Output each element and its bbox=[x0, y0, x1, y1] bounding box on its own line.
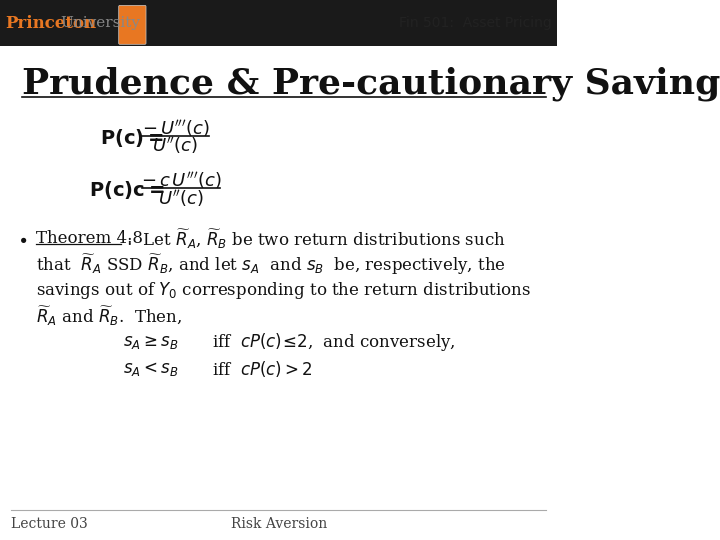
Text: $s_A < s_B$: $s_A < s_B$ bbox=[122, 360, 178, 379]
Text: $-\,U'''(c)$: $-\,U'''(c)$ bbox=[142, 118, 210, 139]
Text: Prudence & Pre-cautionary Saving: Prudence & Pre-cautionary Saving bbox=[22, 66, 720, 101]
Text: Princeton: Princeton bbox=[6, 15, 96, 32]
Text: :  Let $\widetilde{R}_A$, $\widetilde{R}_B$ be two return distributions such: : Let $\widetilde{R}_A$, $\widetilde{R}_… bbox=[122, 227, 506, 251]
Text: $U''(c)$: $U''(c)$ bbox=[153, 136, 199, 156]
FancyBboxPatch shape bbox=[0, 0, 557, 46]
Text: iff  $cP(c) > 2$: iff $cP(c) > 2$ bbox=[212, 359, 312, 380]
FancyBboxPatch shape bbox=[119, 5, 146, 44]
Text: $\mathbf{P(c)=}$: $\mathbf{P(c)=}$ bbox=[100, 127, 164, 148]
Text: $s_A \geq s_B$: $s_A \geq s_B$ bbox=[122, 334, 178, 351]
Text: University: University bbox=[60, 16, 140, 30]
Text: savings out of $Y_0$ corresponding to the return distributions: savings out of $Y_0$ corresponding to th… bbox=[36, 280, 531, 301]
Text: $-\,c\,U'''(c)$: $-\,c\,U'''(c)$ bbox=[141, 170, 221, 191]
Text: Theorem 4.8: Theorem 4.8 bbox=[36, 230, 143, 247]
Text: Risk Aversion: Risk Aversion bbox=[230, 517, 327, 531]
Text: $\widetilde{R}_A$ and $\widetilde{R}_B$.  Then,: $\widetilde{R}_A$ and $\widetilde{R}_B$.… bbox=[36, 305, 182, 328]
Text: Fin 501:  Asset Pricing: Fin 501: Asset Pricing bbox=[399, 16, 552, 30]
Text: Lecture 03: Lecture 03 bbox=[11, 517, 88, 531]
Text: that  $\widetilde{R}_A$ SSD $\widetilde{R}_B$, and let $s_A$  and $s_B$  be, res: that $\widetilde{R}_A$ SSD $\widetilde{R… bbox=[36, 252, 506, 277]
Text: $\bullet$: $\bullet$ bbox=[17, 230, 27, 248]
Text: iff  $cP(c)\!\leq\!2$,  and conversely,: iff $cP(c)\!\leq\!2$, and conversely, bbox=[212, 332, 455, 353]
Text: $U''(c)$: $U''(c)$ bbox=[158, 188, 204, 208]
Text: $\mathbf{P(c)c =}$: $\mathbf{P(c)c =}$ bbox=[89, 179, 165, 201]
